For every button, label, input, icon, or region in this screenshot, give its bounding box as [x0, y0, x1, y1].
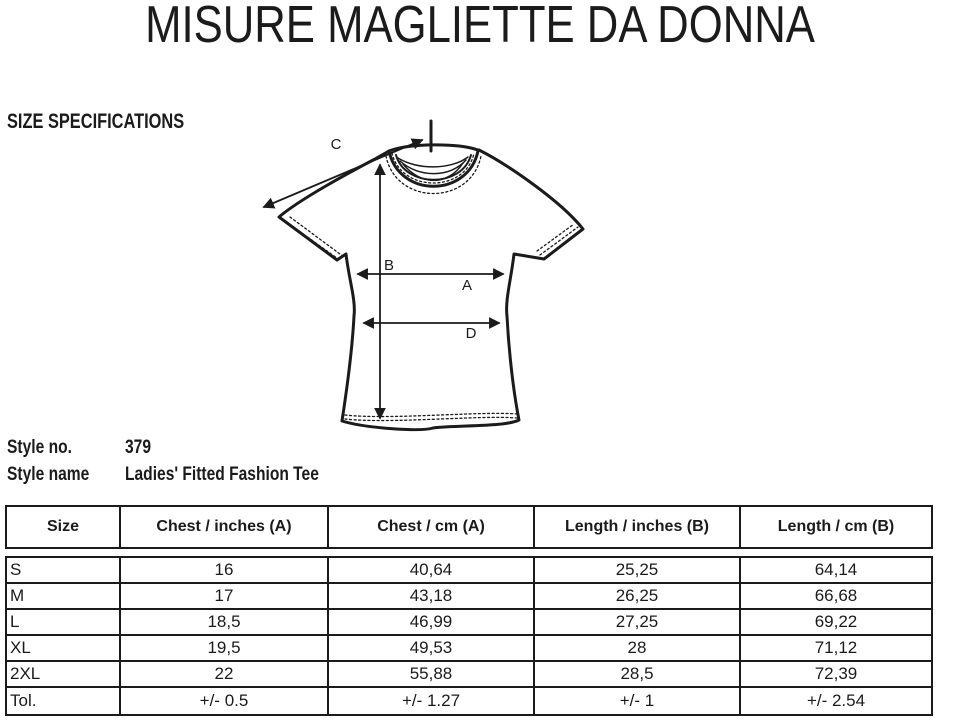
- cell-size: M: [7, 584, 121, 608]
- header-chest-inches: Chest / inches (A): [121, 507, 329, 547]
- style-name-label: Style name: [7, 464, 90, 485]
- cell-length-cm: +/- 2.54: [806, 691, 866, 710]
- size-table-body: S 16 40,64 25,25 64,14 M 17 43,18 26,25 …: [5, 556, 933, 716]
- style-no-value: 379: [125, 437, 151, 458]
- cell-chest-in: 17: [121, 584, 329, 608]
- cell-length-cm: 72,39: [814, 664, 858, 683]
- header-size: Size: [7, 507, 121, 547]
- collar-back-line-1: [397, 156, 469, 168]
- tshirt-diagram: C B A D: [262, 119, 585, 432]
- cell-chest-cm: 40,64: [329, 558, 535, 582]
- table-row-m: M 17 43,18 26,25 66,68: [7, 584, 931, 610]
- measure-arrows: [262, 138, 505, 420]
- tshirt-outline: [277, 148, 585, 432]
- size-table: Size Chest / inches (A) Chest / cm (A) L…: [5, 505, 933, 716]
- cell-size: 2XL: [7, 662, 121, 686]
- cell-chest-cm: 49,53: [329, 636, 535, 660]
- cell-chest-in: +/- 0.5: [121, 688, 329, 714]
- cell-length-cm: 69,22: [814, 612, 858, 631]
- style-no-label: Style no.: [7, 437, 72, 458]
- cell-length-in: 25,25: [535, 558, 741, 582]
- cell-chest-cm: 55,88: [329, 662, 535, 686]
- measure-label-d: D: [466, 325, 477, 342]
- cell-chest-cm: 46,99: [329, 610, 535, 634]
- cell-chest-cm: 43,18: [329, 584, 535, 608]
- section-label: SIZE SPECIFICATIONS: [7, 110, 185, 133]
- cell-length-cm: 64,14: [814, 560, 858, 579]
- cell-size: XL: [7, 636, 121, 660]
- header-length-cm: Length / cm (B): [777, 518, 895, 535]
- table-row-l: L 18,5 46,99 27,25 69,22: [7, 610, 931, 636]
- style-name-value: Ladies' Fitted Fashion Tee: [125, 464, 319, 485]
- cell-length-cm: 66,68: [814, 586, 858, 605]
- cell-size: Tol.: [7, 688, 121, 714]
- cell-chest-in: 16: [121, 558, 329, 582]
- cell-chest-in: 18,5: [121, 610, 329, 634]
- size-table-header: Size Chest / inches (A) Chest / cm (A) L…: [5, 505, 933, 549]
- page-title: MISURE MAGLIETTE DA DONNA: [145, 0, 815, 54]
- cell-chest-in: 19,5: [121, 636, 329, 660]
- header-length-inches: Length / inches (B): [535, 507, 741, 547]
- cell-length-in: +/- 1: [535, 688, 741, 714]
- table-row-tolerance: Tol. +/- 0.5 +/- 1.27 +/- 1 +/- 2.54: [7, 688, 931, 714]
- cell-size: L: [7, 610, 121, 634]
- measure-line-c: [262, 138, 424, 209]
- table-row-s: S 16 40,64 25,25 64,14: [7, 558, 931, 584]
- cell-length-cm: 71,12: [814, 638, 858, 657]
- cell-length-in: 26,25: [535, 584, 741, 608]
- header-chest-cm: Chest / cm (A): [329, 507, 535, 547]
- cell-length-in: 27,25: [535, 610, 741, 634]
- cell-chest-cm: +/- 1.27: [329, 688, 535, 714]
- measure-label-b: B: [384, 257, 394, 274]
- cell-chest-in: 22: [121, 662, 329, 686]
- cell-size: S: [7, 558, 121, 582]
- stitching-dotted: [284, 152, 579, 422]
- measure-label-a: A: [462, 277, 472, 294]
- cell-length-in: 28,5: [535, 662, 741, 686]
- table-row-2xl: 2XL 22 55,88 28,5 72,39: [7, 662, 931, 688]
- cell-length-in: 28: [535, 636, 741, 660]
- table-row-xl: XL 19,5 49,53 28 71,12: [7, 636, 931, 662]
- measure-label-c: C: [331, 136, 342, 153]
